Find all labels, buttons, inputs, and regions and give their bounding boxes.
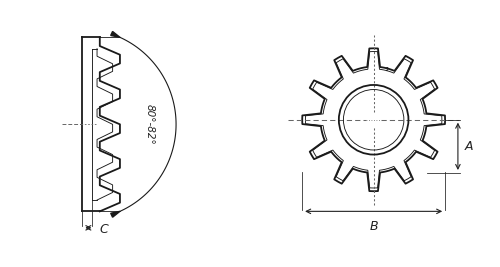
Polygon shape [110, 211, 120, 217]
Text: C: C [100, 223, 108, 236]
Text: B: B [370, 219, 378, 233]
Text: A: A [464, 140, 473, 153]
Text: 80°-82°: 80°-82° [144, 104, 154, 145]
Polygon shape [110, 32, 120, 37]
